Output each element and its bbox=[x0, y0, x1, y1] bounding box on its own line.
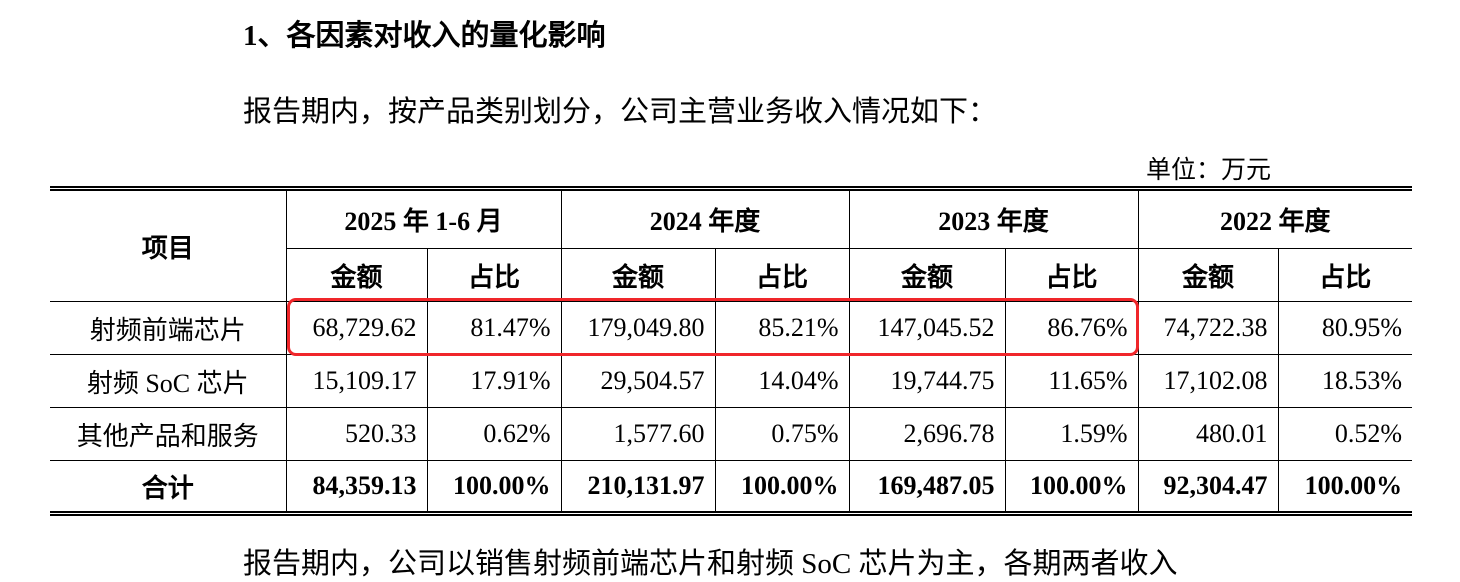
table-cell: 射频前端芯片 bbox=[50, 301, 287, 355]
table-cell: 480.01 bbox=[1137, 407, 1279, 461]
table-cell: 85.21% bbox=[714, 301, 850, 355]
unit: 单位：万元 bbox=[1146, 157, 1272, 184]
highlight-box bbox=[287, 298, 1139, 356]
table-cell: 占比 bbox=[714, 248, 850, 302]
table-cell: 2025 年 1-6 月 bbox=[285, 188, 562, 249]
table-cell: 占比 bbox=[426, 248, 562, 302]
table-cell: 2,696.78 bbox=[848, 407, 1006, 461]
table-cell: 0.52% bbox=[1277, 407, 1413, 461]
table-cell: 合计 bbox=[50, 460, 287, 514]
table-cell: 520.33 bbox=[285, 407, 428, 461]
table-cell: 金额 bbox=[560, 248, 716, 302]
table-cell: 68,729.62 bbox=[285, 301, 428, 355]
table-cell: 19,744.75 bbox=[848, 354, 1006, 408]
table-cell: 210,131.97 bbox=[560, 460, 716, 514]
table-cell: 86.76% bbox=[1004, 301, 1139, 355]
table-cell: 0.75% bbox=[714, 407, 850, 461]
table-cell: 2024 年度 bbox=[560, 188, 850, 249]
table-row: 其他产品和服务 520.33 0.62% 1,577.60 0.75% 2,696.78 1… bbox=[50, 407, 1413, 461]
table-cell: 169,487.05 bbox=[848, 460, 1006, 514]
table-cell: 92,304.47 bbox=[1137, 460, 1279, 514]
table-cell: 81.47% bbox=[426, 301, 562, 355]
table-cell: 2022 年度 bbox=[1137, 188, 1413, 249]
intro: 报告期内，按产品类别划分，公司主营业务收入情况如下： bbox=[243, 96, 998, 128]
table-cell: 17,102.08 bbox=[1137, 354, 1279, 408]
table-cell: 14.04% bbox=[714, 354, 850, 408]
heading: 1、各因素对收入的量化影响 bbox=[243, 20, 606, 52]
table-cell: 100.00% bbox=[1004, 460, 1139, 514]
table-cell: 金额 bbox=[848, 248, 1006, 302]
table-cell: 15,109.17 bbox=[285, 354, 428, 408]
table-cell: 金额 bbox=[1137, 248, 1279, 302]
table-cell: 74,722.38 bbox=[1137, 301, 1279, 355]
table-row: 射频前端芯片 68,729.62 81.47% 179,049.80 85.21% 147… bbox=[50, 301, 1413, 355]
table-cell: 1,577.60 bbox=[560, 407, 716, 461]
table-cell: 29,504.57 bbox=[560, 354, 716, 408]
table-cell: 100.00% bbox=[426, 460, 562, 514]
table-cell: 80.95% bbox=[1277, 301, 1413, 355]
trailing-text: 报告期内，公司以销售射频前端芯片和射频 SoC 芯片为主，各期两者收入 bbox=[243, 548, 1178, 580]
table-cell: 金额 bbox=[286, 248, 428, 302]
table-cell: 0.62% bbox=[426, 407, 562, 461]
table-row: 项目 2025 年 1-6 月 2024 年度 2023 年度 2022 年度 bbox=[50, 188, 1413, 302]
table-cell: 11.65% bbox=[1004, 354, 1139, 408]
table-cell: 84,359.13 bbox=[285, 460, 428, 514]
table-cell: 射频 SoC 芯片 bbox=[50, 354, 287, 408]
table-cell: 18.53% bbox=[1277, 354, 1413, 408]
table-cell: 100.00% bbox=[1277, 460, 1413, 514]
table-row: 金额 占比 金额 占比 金额 占比 金额 占比 bbox=[50, 248, 1413, 302]
table-cell: 占比 bbox=[1004, 248, 1139, 302]
table-cell: 占比 bbox=[1277, 248, 1413, 302]
table-cell: 2023 年度 bbox=[848, 188, 1139, 249]
table-row: 射频 SoC 芯片 15,109.17 17.91% 29,504.57 14.04% 1… bbox=[50, 354, 1413, 408]
table-cell: 1.59% bbox=[1004, 407, 1139, 461]
table-row: 合计 84,359.13 100.00% 210,131.97 100.00% 169,4… bbox=[50, 460, 1413, 514]
revenue-table: 项目 2025 年 1-6 月 2024 年度 2023 年度 2022 年度 金额 占比金… bbox=[50, 186, 1413, 516]
table-cell: 其他产品和服务 bbox=[50, 407, 287, 461]
table-cell: 17.91% bbox=[426, 354, 562, 408]
table-cell: 项目 bbox=[50, 188, 287, 302]
page: 1、各因素对收入的量化影响 报告期内，按产品类别划分，公司主营业务收入情况如下：… bbox=[50, 20, 1413, 580]
table-cell: 100.00% bbox=[714, 460, 850, 514]
table-cell: 179,049.80 bbox=[560, 301, 716, 355]
